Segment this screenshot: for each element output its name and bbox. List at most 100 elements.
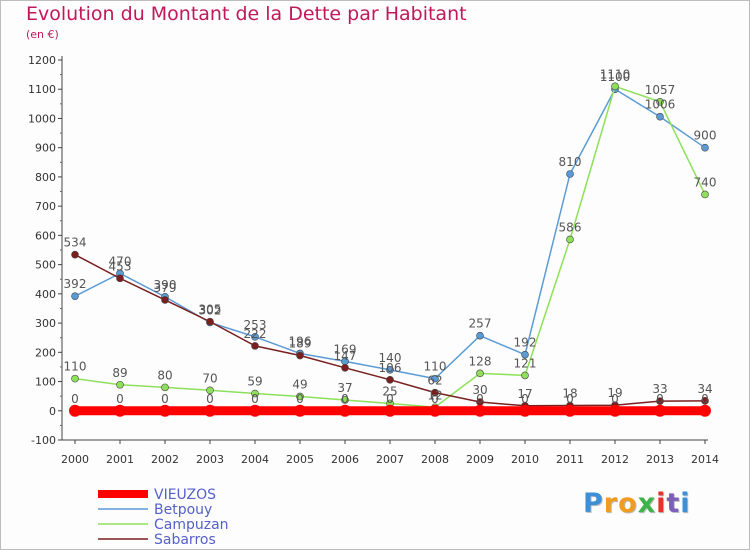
- data-label-campuzan: 37: [337, 381, 352, 395]
- data-point-betpouy: [701, 143, 709, 152]
- data-label-campuzan: 128: [469, 354, 492, 368]
- data-point-campuzan: [476, 369, 484, 378]
- data-point-sabarros: [71, 250, 79, 259]
- y-tick-label: 200: [35, 346, 56, 359]
- data-point-betpouy: [476, 331, 484, 340]
- data-point-vieuzos: [159, 404, 171, 417]
- data-point-campuzan: [566, 235, 574, 244]
- data-label-vieuzos: 0: [431, 392, 439, 406]
- logo-letter: r: [603, 488, 619, 519]
- data-point-vieuzos: [249, 404, 261, 417]
- data-label-betpouy: 169: [334, 342, 357, 356]
- data-point-sabarros: [386, 375, 394, 384]
- y-tick-label: -100: [31, 434, 56, 447]
- data-label-vieuzos: 0: [656, 392, 664, 406]
- x-tick-label: 2009: [466, 453, 494, 466]
- data-point-vieuzos: [339, 404, 351, 417]
- data-point-betpouy: [71, 292, 79, 300]
- x-tick-label: 2014: [691, 453, 719, 466]
- data-label-betpouy: 390: [154, 278, 177, 292]
- data-label-betpouy: 392: [64, 277, 87, 291]
- data-label-betpouy: 110: [424, 360, 447, 374]
- data-point-sabarros: [341, 363, 349, 372]
- data-point-campuzan: [656, 98, 664, 106]
- data-label-vieuzos: 0: [476, 392, 484, 406]
- data-label-betpouy: 900: [694, 129, 717, 143]
- x-tick-label: 2002: [151, 453, 179, 466]
- legend-label-sabarros: Sabarros: [154, 532, 216, 548]
- data-label-campuzan: 59: [247, 375, 262, 389]
- data-label-vieuzos: 0: [116, 392, 124, 406]
- data-label-sabarros: 62: [427, 374, 442, 388]
- data-label-vieuzos: 0: [386, 392, 394, 406]
- data-point-vieuzos: [294, 404, 306, 417]
- data-label-betpouy: 196: [289, 334, 312, 348]
- data-label-vieuzos: 0: [206, 392, 214, 406]
- data-point-sabarros: [701, 397, 709, 405]
- y-tick-label: 1100: [28, 83, 56, 96]
- data-label-vieuzos: 0: [296, 392, 304, 406]
- data-label-campuzan: 70: [202, 371, 217, 385]
- data-point-betpouy: [566, 170, 574, 178]
- data-point-campuzan: [161, 383, 169, 392]
- data-point-betpouy: [386, 366, 394, 374]
- logo-letter: i: [680, 488, 691, 519]
- data-label-vieuzos: 0: [341, 392, 349, 406]
- series-line-betpouy: [74, 88, 706, 380]
- data-point-sabarros: [251, 342, 259, 350]
- data-point-vieuzos: [519, 404, 531, 417]
- x-tick-label: 2000: [61, 453, 89, 466]
- x-tick-label: 2013: [646, 453, 674, 466]
- legend-label-betpouy: Betpouy: [154, 502, 212, 518]
- data-label-campuzan: 1057: [645, 83, 676, 97]
- data-label-betpouy: 302: [199, 303, 222, 317]
- data-point-sabarros: [206, 317, 214, 326]
- data-label-vieuzos: 0: [161, 392, 169, 406]
- data-point-vieuzos: [429, 404, 441, 417]
- data-label-sabarros: 222: [244, 327, 267, 341]
- x-tick-label: 2005: [286, 453, 314, 466]
- data-label-betpouy: 192: [514, 336, 537, 350]
- logo-letter: t: [666, 488, 681, 519]
- data-label-sabarros: 189: [289, 337, 312, 351]
- legend-label-vieuzos: VIEUZOS: [154, 487, 216, 503]
- chart-title: Evolution du Montant de la Dette par Hab…: [26, 3, 467, 25]
- x-tick-label: 2007: [376, 453, 404, 466]
- data-label-campuzan: 586: [559, 220, 582, 234]
- data-label-vieuzos: 0: [566, 392, 574, 406]
- data-point-betpouy: [251, 333, 259, 341]
- y-tick-label: 1000: [28, 112, 56, 125]
- data-label-campuzan: 1110: [600, 67, 631, 81]
- data-point-campuzan: [701, 190, 709, 199]
- data-label-vieuzos: 0: [701, 392, 709, 406]
- data-point-vieuzos: [69, 404, 81, 417]
- x-tick-label: 2010: [511, 453, 539, 466]
- data-point-sabarros: [161, 296, 169, 304]
- data-point-vieuzos: [564, 404, 576, 417]
- y-tick-label: 600: [35, 229, 56, 242]
- data-label-campuzan: 25: [382, 384, 397, 398]
- legend-label-campuzan: Campuzan: [154, 517, 229, 533]
- y-tick-label: 700: [35, 200, 56, 213]
- data-label-betpouy: 1100: [600, 70, 631, 84]
- data-label-campuzan: 12: [427, 388, 442, 402]
- y-tick-label: 800: [35, 171, 56, 184]
- data-label-sabarros: 379: [154, 281, 177, 295]
- data-label-sabarros: 453: [109, 259, 132, 273]
- data-point-vieuzos: [384, 404, 396, 417]
- logo-letter: P: [583, 488, 604, 519]
- data-point-sabarros: [116, 274, 124, 283]
- x-tick-label: 2001: [106, 453, 134, 466]
- y-tick-label: 0: [49, 405, 56, 418]
- data-label-campuzan: 110: [64, 360, 87, 374]
- data-point-sabarros: [296, 351, 304, 360]
- data-point-betpouy: [521, 350, 529, 359]
- proxiti-logo: Proxiti: [583, 488, 691, 519]
- data-point-campuzan: [116, 380, 124, 389]
- data-point-sabarros: [656, 397, 664, 405]
- data-label-betpouy: 470: [109, 254, 132, 268]
- data-point-betpouy: [656, 112, 664, 121]
- data-label-sabarros: 33: [652, 382, 667, 396]
